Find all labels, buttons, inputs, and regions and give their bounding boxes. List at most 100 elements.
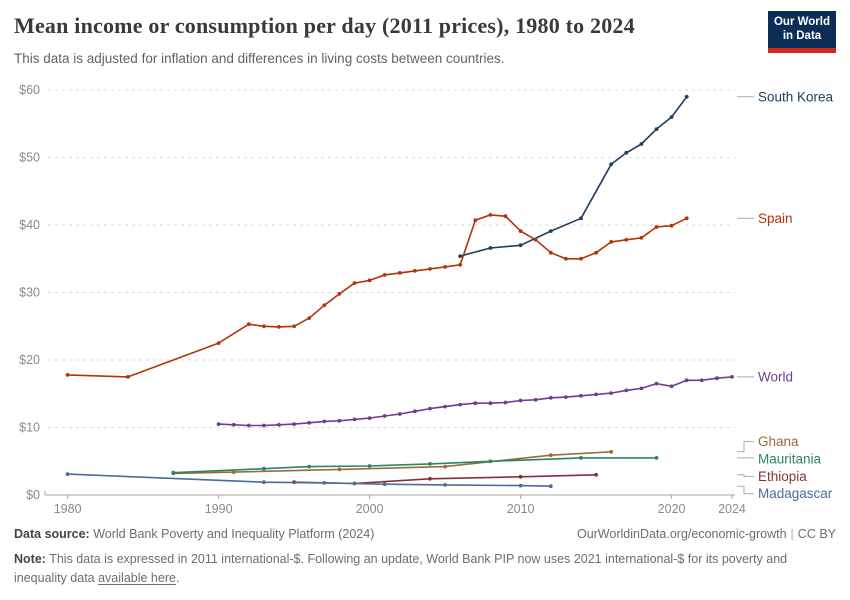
data-point[interactable] <box>382 482 387 487</box>
data-point[interactable] <box>609 162 614 167</box>
data-point[interactable] <box>367 464 372 468</box>
entity-label-mauritania[interactable]: Mauritania <box>758 451 822 466</box>
series-line[interactable] <box>173 457 657 474</box>
data-point[interactable] <box>443 265 447 269</box>
data-point[interactable] <box>367 416 372 420</box>
data-point[interactable] <box>639 142 644 146</box>
data-point[interactable] <box>262 480 266 485</box>
series-spain[interactable] <box>65 213 689 379</box>
data-point[interactable] <box>428 267 432 271</box>
data-point[interactable] <box>684 94 689 99</box>
data-point[interactable] <box>669 115 674 119</box>
data-point[interactable] <box>639 386 644 391</box>
data-point[interactable] <box>322 303 327 308</box>
data-point[interactable] <box>579 456 583 460</box>
entity-label-spain[interactable]: Spain <box>758 211 793 226</box>
data-point[interactable] <box>382 414 387 418</box>
data-point[interactable] <box>518 483 523 488</box>
data-point[interactable] <box>443 404 447 409</box>
license-link[interactable]: CC BY <box>797 527 836 541</box>
data-point[interactable] <box>473 401 478 406</box>
data-point[interactable] <box>292 324 296 329</box>
data-point[interactable] <box>488 459 493 464</box>
data-point[interactable] <box>624 150 629 155</box>
series-line[interactable] <box>459 96 688 257</box>
data-point[interactable] <box>669 384 674 389</box>
data-point[interactable] <box>579 216 583 221</box>
data-point[interactable] <box>548 250 553 255</box>
data-point[interactable] <box>367 278 372 283</box>
data-point[interactable] <box>322 481 327 485</box>
data-point[interactable] <box>654 127 659 131</box>
data-point[interactable] <box>337 292 342 296</box>
data-point[interactable] <box>337 418 342 423</box>
data-point[interactable] <box>246 322 251 327</box>
data-point[interactable] <box>639 235 644 240</box>
data-point[interactable] <box>684 378 689 383</box>
entity-label-ghana[interactable]: Ghana <box>758 434 799 449</box>
data-point[interactable] <box>548 229 553 234</box>
data-point[interactable] <box>548 484 553 489</box>
data-point[interactable] <box>609 449 614 454</box>
data-point[interactable] <box>564 395 568 399</box>
data-point[interactable] <box>715 376 719 381</box>
series-south-korea[interactable] <box>458 94 689 258</box>
data-point[interactable] <box>699 378 704 383</box>
data-point[interactable] <box>564 256 568 261</box>
series-world[interactable] <box>216 375 734 428</box>
data-point[interactable] <box>65 472 70 476</box>
data-point[interactable] <box>458 254 463 258</box>
data-point[interactable] <box>443 483 447 487</box>
data-point[interactable] <box>382 273 387 277</box>
data-point[interactable] <box>488 213 493 217</box>
data-point[interactable] <box>337 467 342 472</box>
series-mauritania[interactable] <box>171 456 659 475</box>
data-point[interactable] <box>277 325 281 329</box>
data-point[interactable] <box>292 422 296 426</box>
data-point[interactable] <box>624 388 629 393</box>
data-point[interactable] <box>428 462 432 466</box>
data-point[interactable] <box>126 375 130 379</box>
data-point[interactable] <box>548 453 553 458</box>
data-point[interactable] <box>594 472 598 477</box>
data-point[interactable] <box>246 423 251 428</box>
data-point[interactable] <box>533 237 538 242</box>
data-point[interactable] <box>352 481 357 486</box>
data-point[interactable] <box>277 422 281 427</box>
data-point[interactable] <box>307 464 312 469</box>
data-point[interactable] <box>594 250 598 255</box>
data-point[interactable] <box>231 470 236 474</box>
data-point[interactable] <box>216 422 221 426</box>
data-point[interactable] <box>216 341 221 345</box>
series-ghana[interactable] <box>171 449 614 476</box>
attribution-url-link[interactable]: OurWorldinData.org/economic-growth <box>576 527 787 541</box>
series-line[interactable] <box>294 474 597 485</box>
data-point[interactable] <box>352 281 357 285</box>
entity-label-madagascar[interactable]: Madagascar <box>758 486 833 501</box>
data-point[interactable] <box>533 397 538 402</box>
data-point[interactable] <box>594 392 598 397</box>
data-point[interactable] <box>428 406 432 411</box>
data-point[interactable] <box>171 470 176 475</box>
data-point[interactable] <box>65 373 70 377</box>
data-point[interactable] <box>413 409 417 414</box>
data-point[interactable] <box>684 216 689 221</box>
data-point[interactable] <box>609 240 614 244</box>
series-line[interactable] <box>173 451 612 475</box>
data-point[interactable] <box>397 271 402 275</box>
data-point[interactable] <box>413 269 417 273</box>
entity-label-world[interactable]: World <box>758 369 793 384</box>
data-point[interactable] <box>669 223 674 228</box>
data-point[interactable] <box>503 214 508 219</box>
data-point[interactable] <box>548 395 553 400</box>
data-point[interactable] <box>322 419 327 424</box>
data-point[interactable] <box>262 423 266 428</box>
series-line[interactable] <box>67 473 551 487</box>
owid-logo[interactable]: Our World in Data <box>768 11 836 53</box>
data-point[interactable] <box>518 474 523 479</box>
data-point[interactable] <box>231 422 236 427</box>
data-point[interactable] <box>428 476 432 481</box>
data-point[interactable] <box>624 237 629 242</box>
available-here-link[interactable]: available here <box>98 571 176 586</box>
data-point[interactable] <box>503 400 508 405</box>
